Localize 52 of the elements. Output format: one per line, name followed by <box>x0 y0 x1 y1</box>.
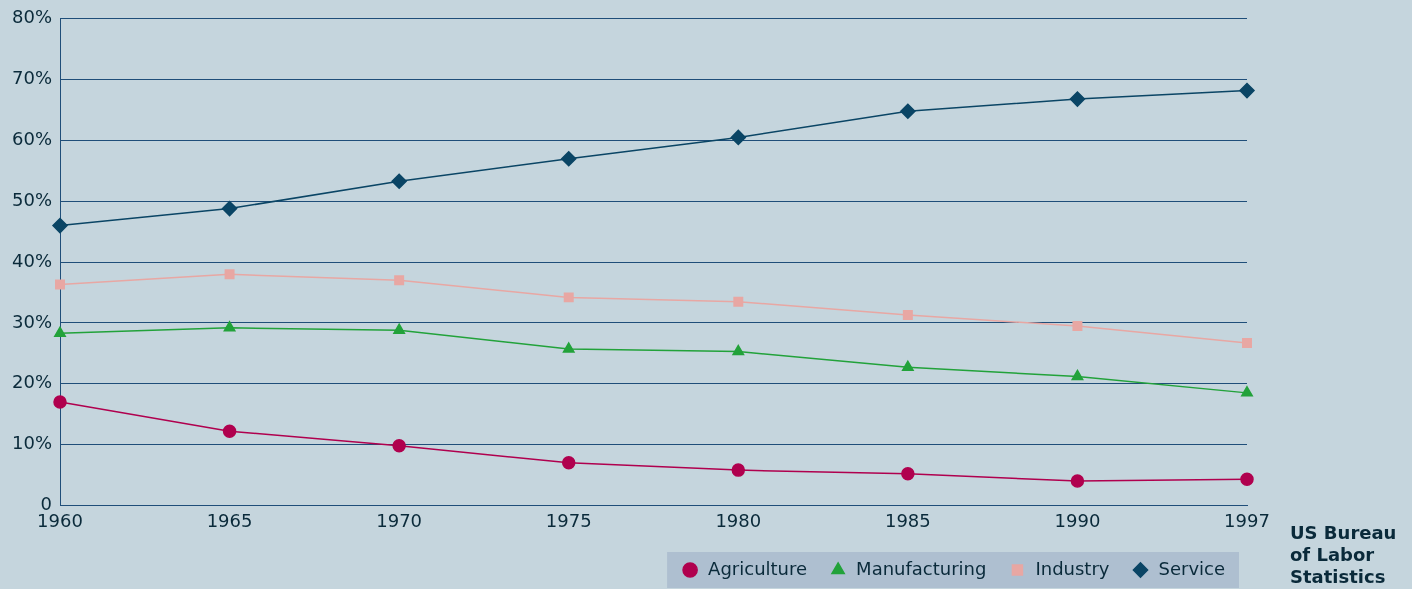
y-tick-label: 10% <box>11 432 53 454</box>
y-tick-label: 40% <box>11 249 53 271</box>
point <box>391 173 407 189</box>
legend-label: Industry <box>1035 557 1110 579</box>
y-tick-label: 70% <box>11 67 53 89</box>
point <box>901 467 915 481</box>
point <box>53 395 67 409</box>
point <box>1240 472 1254 486</box>
x-tick-label: 1990 <box>1054 509 1101 531</box>
point <box>393 323 406 334</box>
point <box>1070 474 1085 488</box>
y-tick-label: 30% <box>11 310 53 332</box>
legend-label: Agriculture <box>708 557 808 579</box>
point <box>731 463 746 477</box>
point <box>902 310 913 321</box>
point <box>223 321 236 332</box>
point <box>1072 320 1083 331</box>
point <box>221 200 238 217</box>
x-tick-label: 1997 <box>1224 509 1270 531</box>
point <box>733 296 744 307</box>
x-tick-label: 1975 <box>545 509 592 531</box>
x-tick-label: 1965 <box>206 509 253 531</box>
point <box>392 439 406 453</box>
x-tick-label: 1985 <box>884 509 931 531</box>
point <box>1071 369 1084 381</box>
point <box>54 326 66 338</box>
y-tick-label: 20% <box>11 371 53 393</box>
x-tick-label: 1970 <box>376 509 423 531</box>
legend-label: Service <box>1158 557 1226 579</box>
text: US Bureau of Labor Statistics <box>1290 522 1398 588</box>
point <box>561 456 576 470</box>
point <box>224 269 235 280</box>
point <box>732 344 745 356</box>
point <box>562 342 575 353</box>
point <box>730 129 747 146</box>
point <box>222 424 237 438</box>
point <box>1069 91 1086 107</box>
point <box>563 292 574 303</box>
point <box>1241 386 1253 397</box>
point <box>52 217 68 234</box>
point <box>560 150 577 167</box>
y-tick-label: 60% <box>11 128 53 150</box>
y-tick-label: 80% <box>11 6 53 28</box>
point <box>901 360 914 372</box>
point <box>1239 82 1255 99</box>
point <box>55 279 65 290</box>
point <box>394 275 405 286</box>
legend-label: Manufacturing <box>856 557 987 579</box>
point <box>1242 338 1252 348</box>
y-tick-label: 50% <box>11 188 53 210</box>
x-tick-label: 1980 <box>715 509 762 531</box>
point <box>900 103 916 119</box>
